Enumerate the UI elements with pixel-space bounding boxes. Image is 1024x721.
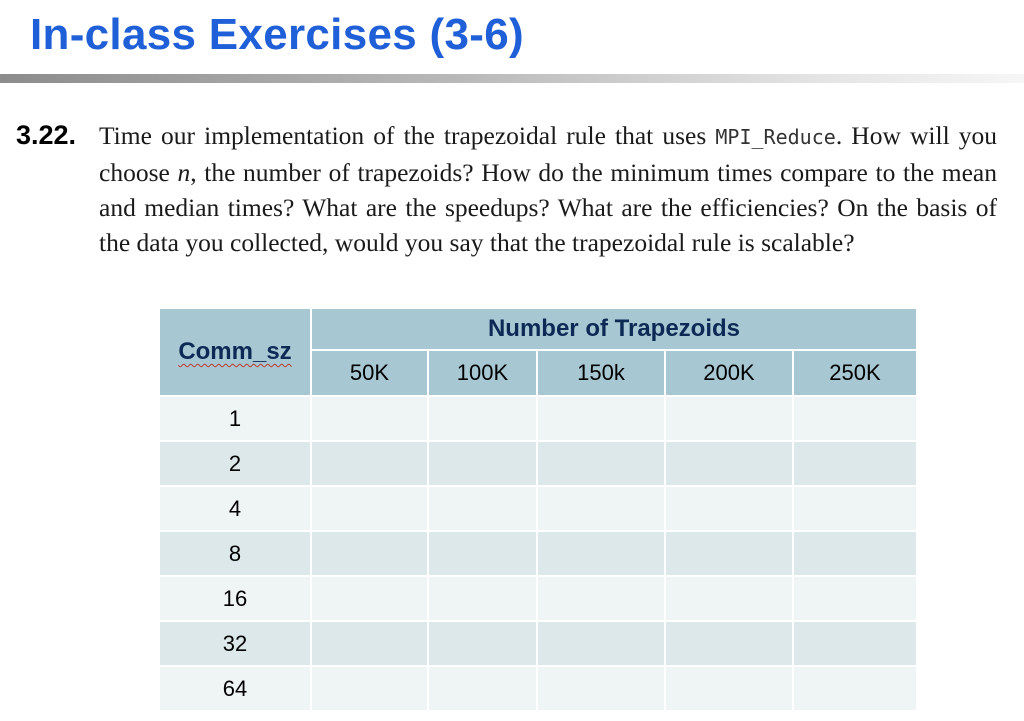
table-row: 1 [160, 397, 916, 440]
row-header-comm-sz: Comm_sz [160, 309, 310, 395]
row-label: 4 [160, 487, 310, 530]
exercise-number: 3.22. [16, 120, 77, 150]
exercise-text: Time our implementation of the trapezoid… [99, 118, 997, 260]
row-label: 64 [160, 667, 310, 710]
table-cell [794, 442, 916, 485]
table-cell [666, 667, 792, 710]
table-cell [794, 397, 916, 440]
column-header: 50K [312, 351, 427, 395]
table-cell [429, 487, 536, 530]
exercise-text-part-1: Time our implementation of the trapezoid… [99, 121, 716, 150]
exercise-text-part-2: . How will you choose [99, 121, 998, 187]
table-cell [538, 442, 664, 485]
column-header: 200K [666, 351, 792, 395]
row-label: 2 [160, 442, 310, 485]
table-row: 32 [160, 622, 916, 665]
table-cell [538, 622, 664, 665]
table-cell [429, 622, 536, 665]
table-cell [538, 577, 664, 620]
table-row: 16 [160, 577, 916, 620]
table-cell [429, 442, 536, 485]
table-cell [312, 532, 427, 575]
table-cell [312, 622, 427, 665]
table-cell [794, 667, 916, 710]
table-cell [538, 667, 664, 710]
table-cell [312, 442, 427, 485]
table-cell [538, 532, 664, 575]
table-row: 8 [160, 532, 916, 575]
exercise-code: MPI_Reduce [715, 125, 836, 149]
column-header: 100K [429, 351, 536, 395]
table-row: 2 [160, 442, 916, 485]
column-header-row: 50K 100K 150k 200K 250K [160, 351, 916, 395]
row-label: 16 [160, 577, 310, 620]
table-cell [666, 397, 792, 440]
table-cell [429, 667, 536, 710]
table-cell [538, 397, 664, 440]
table-cell [666, 487, 792, 530]
exercise-variable: n [177, 158, 191, 187]
column-header: 250K [794, 351, 916, 395]
table-row: 64 [160, 667, 916, 710]
table-row: 4 [160, 487, 916, 530]
table-cell [666, 622, 792, 665]
timing-table: Comm_sz Number of Trapezoids 50K 100K 15… [158, 307, 918, 712]
table-cell [794, 487, 916, 530]
slide-title: In-class Exercises (3-6) [30, 10, 524, 59]
table-cell [794, 622, 916, 665]
table-cell [538, 487, 664, 530]
table-cell [312, 577, 427, 620]
column-header: 150k [538, 351, 664, 395]
exercise-text-part-3: , the number of trapezoids? How do the m… [99, 158, 998, 257]
group-header: Number of Trapezoids [312, 309, 916, 349]
table-cell [666, 577, 792, 620]
table-cell [429, 577, 536, 620]
table-cell [666, 442, 792, 485]
title-divider-bar [0, 74, 1024, 83]
table-cell [312, 397, 427, 440]
row-label: 32 [160, 622, 310, 665]
row-label: 1 [160, 397, 310, 440]
table-cell [312, 487, 427, 530]
table-cell [794, 577, 916, 620]
table-cell [429, 532, 536, 575]
table-cell [666, 532, 792, 575]
table-cell [312, 667, 427, 710]
table-cell [794, 532, 916, 575]
table-cell [429, 397, 536, 440]
table-header-row: Comm_sz Number of Trapezoids [160, 309, 916, 395]
row-label: 8 [160, 532, 310, 575]
